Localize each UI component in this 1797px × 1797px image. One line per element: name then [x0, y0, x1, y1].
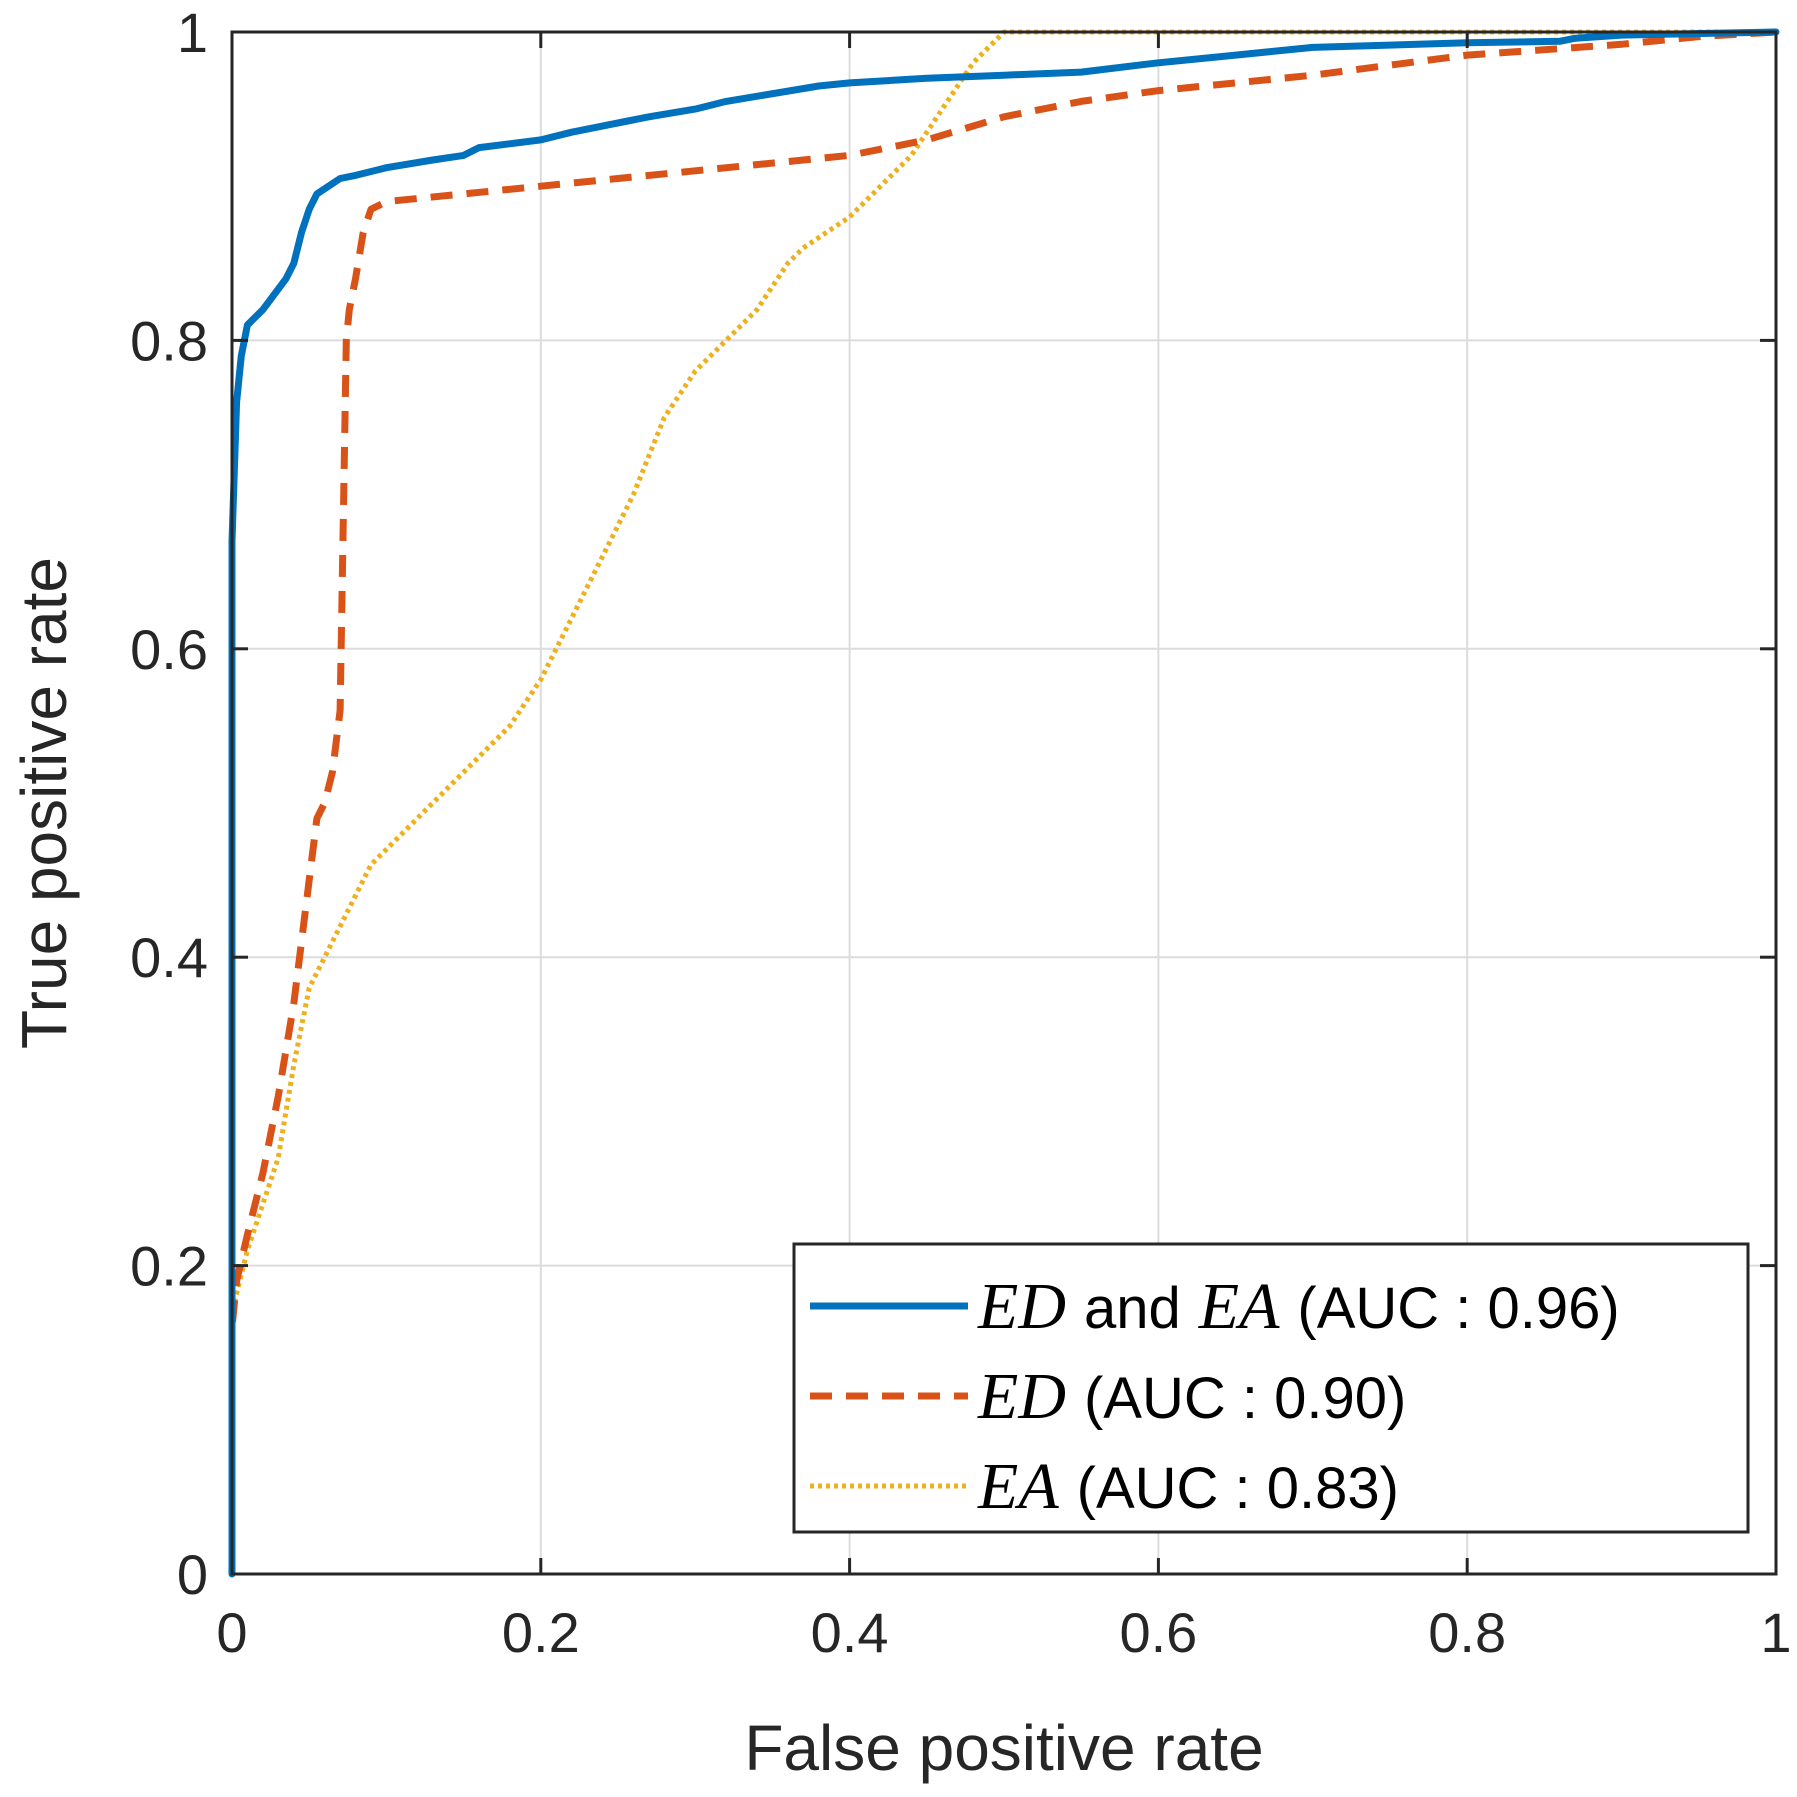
y-tick-label: 0 [177, 1543, 208, 1606]
legend-box [792, 1242, 1750, 1534]
x-tick-label: 1 [1760, 1601, 1791, 1664]
legend-and-word: and [1084, 1276, 1181, 1341]
x-axis-label: False positive rate [744, 1712, 1263, 1784]
y-tick-label: 0.6 [130, 618, 208, 681]
y-tick-label: 1 [177, 1, 208, 64]
y-tick-label: 0.4 [130, 926, 208, 989]
y-tick-label: 0.2 [130, 1235, 208, 1298]
x-tick-label: 0 [216, 1601, 247, 1664]
series-line-ed [228, 28, 1777, 1574]
legend-math-ed-only: ED [977, 1360, 1066, 1433]
x-tick-label: 0.2 [502, 1601, 580, 1664]
legend-auc-ed: (AUC : 0.90) [1084, 1366, 1406, 1431]
legend-entry-ed-and-ea: ED and EA (AUC : 0.96) [977, 1270, 1620, 1343]
series-line-ed-and-ea [228, 28, 1780, 1578]
legend-auc-ea: (AUC : 0.83) [1077, 1456, 1399, 1521]
grid [232, 32, 1776, 1574]
x-tick-label: 0.8 [1428, 1601, 1506, 1664]
legend-entry-ed: ED (AUC : 0.90) [977, 1360, 1406, 1433]
legend-auc-ed-and-ea: (AUC : 0.96) [1297, 1276, 1619, 1341]
legend: ED and EA (AUC : 0.96) ED (AUC : 0.90) E… [792, 1242, 1750, 1534]
y-tick-label: 0.8 [130, 309, 208, 372]
x-tick-label: 0.6 [1119, 1601, 1197, 1664]
legend-math-ed: ED [977, 1270, 1066, 1343]
legend-math-ea-only: EA [977, 1450, 1059, 1523]
y-axis-label: True positive rate [8, 557, 80, 1049]
ticks: 0 0.2 0.4 0.6 0.8 1 0 0.2 0.4 0.6 0.8 1 [130, 1, 1791, 1664]
x-tick-label: 0.4 [811, 1601, 889, 1664]
series-layer [228, 28, 1780, 1578]
legend-entry-ea: EA (AUC : 0.83) [977, 1450, 1399, 1523]
legend-math-ea: EA [1198, 1270, 1280, 1343]
plot-frame [230, 30, 1778, 1576]
